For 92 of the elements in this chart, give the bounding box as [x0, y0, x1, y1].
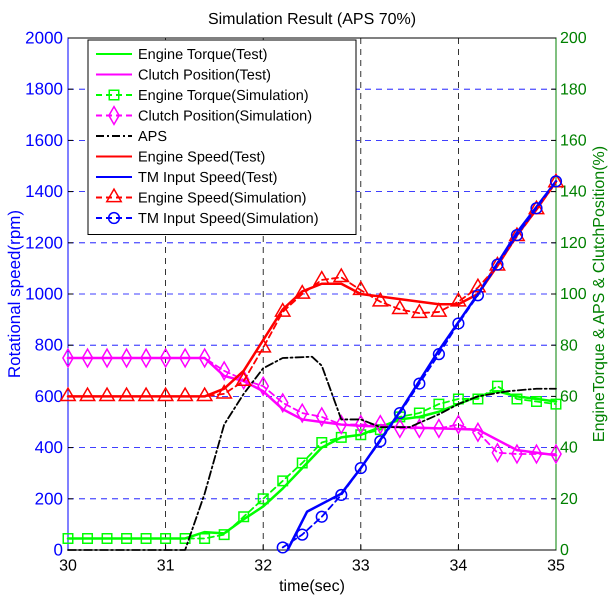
point [392, 300, 408, 314]
point [177, 387, 194, 402]
point [372, 292, 388, 307]
point [82, 532, 94, 544]
point [218, 529, 230, 540]
legend-label: Engine Speed(Simulation) [138, 190, 306, 206]
y-tick-label: 400 [34, 438, 63, 458]
y2-tick-label: 20 [560, 490, 578, 508]
point [238, 511, 250, 522]
point [118, 387, 135, 402]
x-tick-label: 35 [547, 558, 565, 575]
y2-tick-label: 0 [560, 542, 569, 560]
y2-tick-label: 100 [560, 286, 587, 304]
point [492, 380, 503, 392]
point [258, 493, 269, 504]
legend-label: Clutch Position(Test) [138, 68, 271, 84]
point [450, 292, 466, 307]
y-tick-label: 1800 [25, 80, 63, 99]
point [274, 302, 291, 317]
y2-tick-label: 160 [560, 132, 587, 150]
legend-label: Engine Torque(Simulation) [138, 88, 309, 104]
y2-tick-label: 200 [560, 30, 587, 48]
point [216, 384, 232, 399]
chart-title: Simulation Result (APS 70%) [208, 11, 416, 28]
x-tick-label: 34 [450, 558, 468, 575]
point [296, 457, 308, 468]
point [296, 528, 308, 541]
legend-label: APS [138, 129, 168, 145]
point [472, 393, 484, 404]
point [530, 396, 542, 408]
x-tick-label: 30 [59, 558, 77, 575]
point [99, 387, 115, 402]
y2-tick-label: 40 [560, 440, 578, 457]
legend-label: TM Input Speed(Simulation) [138, 211, 319, 227]
point [374, 435, 386, 448]
point [62, 532, 74, 544]
point [336, 432, 347, 443]
point [121, 532, 132, 544]
point [333, 268, 350, 282]
point [511, 393, 522, 404]
y2-tick-label: 180 [560, 81, 587, 98]
y-tick-label: 600 [34, 386, 63, 406]
point [314, 270, 330, 285]
y-tick-label: 1000 [25, 284, 63, 304]
y-tick-label: 200 [34, 489, 63, 508]
point [102, 532, 113, 544]
point [411, 304, 428, 318]
point [452, 393, 464, 404]
y-tick-label: 800 [34, 336, 63, 355]
point [430, 302, 447, 317]
point [433, 398, 444, 410]
point [316, 510, 328, 523]
point [277, 475, 288, 486]
point [160, 532, 172, 544]
point [550, 398, 562, 410]
point [414, 408, 425, 419]
point [140, 532, 152, 544]
x-tick-label: 31 [156, 558, 175, 575]
y-tick-label: 0 [54, 540, 63, 560]
point [138, 387, 154, 402]
point [255, 338, 272, 353]
y-tick-label: 1400 [25, 182, 63, 202]
point [158, 387, 174, 402]
y-tick-label: 1200 [25, 233, 63, 252]
x-axis-title: time(sec) [279, 578, 345, 595]
point [335, 488, 348, 502]
point [316, 436, 328, 448]
point [294, 284, 310, 299]
x-tick-label: 33 [352, 558, 370, 575]
legend-label: Engine Speed(Test) [138, 150, 266, 166]
point [80, 387, 96, 402]
point [470, 278, 486, 293]
point [394, 406, 406, 420]
point [236, 372, 252, 386]
x-tick-label: 32 [254, 558, 272, 575]
legend-label: Clutch Position(Simulation) [138, 108, 312, 124]
point [180, 532, 191, 544]
y2-tick-label: 140 [560, 184, 587, 201]
y-tick-label: 1600 [25, 130, 63, 150]
point [354, 462, 367, 474]
y-tick-label: 2000 [25, 28, 63, 48]
y2-tick-label: 60 [560, 388, 578, 406]
legend-label: TM Input Speed(Test) [138, 170, 278, 186]
y2-tick-label: 80 [560, 337, 578, 354]
point [196, 387, 213, 402]
y-axis-title: Rotational speed(rpm) [5, 210, 24, 378]
y2-tick-label: 120 [560, 234, 587, 252]
legend-label: Engine Torque(Test) [138, 47, 268, 63]
y2-axis-title: EngineTorque & APS & ClutchPosition(%) [591, 146, 608, 442]
point [352, 281, 369, 296]
point [355, 429, 366, 440]
point [199, 532, 210, 544]
